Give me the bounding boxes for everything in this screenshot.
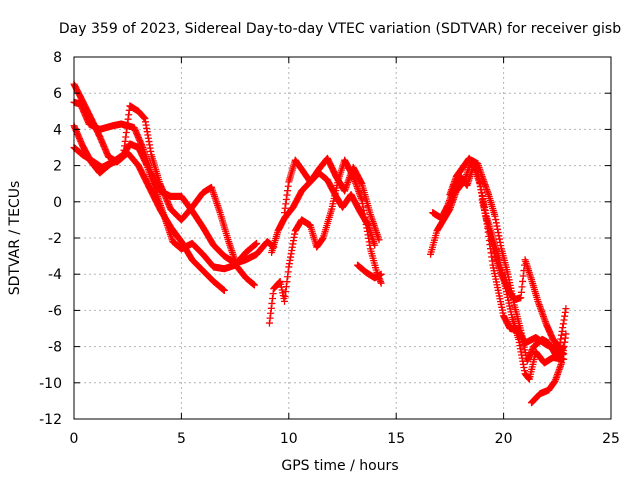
y-tick-label: -2 [48, 231, 62, 247]
y-tick-label: 4 [53, 122, 62, 138]
data-point [562, 330, 570, 338]
y-tick-label: -6 [48, 303, 62, 319]
x-tick-label: 10 [280, 431, 298, 447]
x-tick-label: 25 [602, 431, 620, 447]
y-axis-label: SDTVAR / TECUs [7, 181, 23, 296]
x-tick-label: 0 [70, 431, 79, 447]
data-point [250, 281, 258, 289]
data-points [70, 80, 570, 407]
y-tick-label: -12 [39, 412, 62, 428]
series-track-13 [528, 330, 570, 407]
y-tick-label: 6 [53, 86, 62, 102]
y-tick-label: 0 [53, 195, 62, 211]
series-track-7 [268, 169, 379, 256]
x-tick-label: 5 [177, 431, 186, 447]
data-point [377, 270, 385, 278]
data-point [253, 239, 261, 247]
axis-ticks: 0 5 10 15 20 25 -12 -10 -8 -6 -4 -2 0 2 4 6 8 [39, 50, 620, 447]
data-point [371, 241, 379, 249]
data-point [220, 286, 228, 294]
y-tick-label: -8 [48, 340, 62, 356]
y-tick-label: -4 [48, 267, 62, 283]
data-point [377, 279, 385, 287]
data-point [375, 236, 383, 244]
y-tick-label: -10 [39, 376, 62, 392]
series-track-12 [478, 196, 570, 351]
data-point [562, 305, 570, 313]
y-tick-label: 2 [53, 159, 62, 175]
series-track-6 [281, 154, 383, 244]
series-track-8 [354, 261, 385, 282]
x-tick-label: 20 [495, 431, 513, 447]
series-track-4 [70, 102, 258, 289]
x-tick-label: 15 [387, 431, 405, 447]
x-axis-label: GPS time / hours [281, 458, 398, 474]
y-tick-label: 8 [53, 50, 62, 66]
chart-title: Day 359 of 2023, Sidereal Day-to-day VTE… [59, 21, 621, 37]
series-track-1 [70, 80, 228, 294]
